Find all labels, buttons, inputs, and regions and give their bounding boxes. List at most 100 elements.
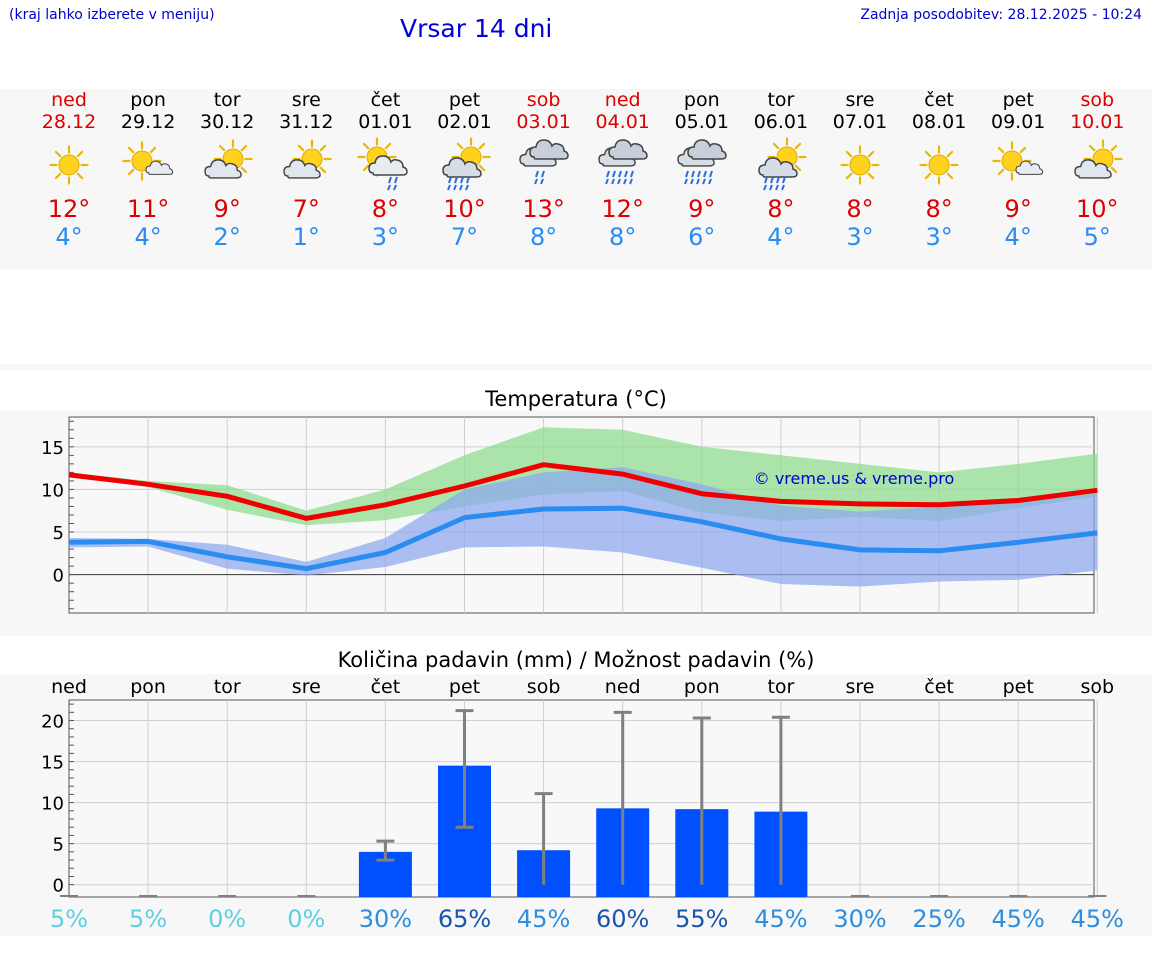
y-tick-label: 20 <box>41 712 64 733</box>
temp-max: 8° <box>371 195 400 223</box>
precip-day-label: sob <box>527 676 561 698</box>
precip-day-label: sre <box>846 676 875 698</box>
day-column: sob 10.01 10° 5° <box>1057 89 1137 251</box>
day-date: 05.01 <box>674 111 729 133</box>
temp-min: 6° <box>688 223 716 251</box>
day-column: sre 31.12 7° 1° <box>266 89 346 251</box>
day-column: sob 03.01 13° 8° <box>504 89 584 251</box>
temp-min: 8° <box>609 223 637 251</box>
temp-max: 8° <box>846 195 874 223</box>
precip-day-label: pon <box>130 676 166 698</box>
precip-day-label: ned <box>51 676 87 698</box>
forecast-panel-bg <box>0 89 1152 270</box>
temperature-chart: 0 5 10 15 © vreme.us & vreme.pro <box>41 416 1098 614</box>
temp-min: 4° <box>134 223 162 251</box>
sun-icon <box>49 145 89 185</box>
temp-min: 8° <box>529 223 558 251</box>
day-date: 28.12 <box>41 111 97 133</box>
day-name: ned <box>604 89 641 111</box>
day-column: ned 04.01 12° 8° <box>583 89 663 251</box>
day-date: 09.01 <box>990 111 1046 133</box>
max-temp-line <box>68 462 1098 521</box>
temp-max: 8° <box>925 195 953 223</box>
day-date: 29.12 <box>120 111 176 133</box>
day-column: tor 30.12 9° 2° <box>187 89 267 251</box>
daily-forecast: ned 28.12 12° 4° pon 29.12 11° 4° tor 30.12 9° 2° sr… <box>0 89 1152 269</box>
precip-day-label: sre <box>292 676 321 698</box>
day-date: 07.01 <box>832 111 888 133</box>
temp-min: 3° <box>846 223 874 251</box>
day-column: pet 02.01 10° 7° <box>425 89 505 251</box>
precip-probability: 45% <box>754 905 807 933</box>
precip-day-label: ned <box>605 676 641 698</box>
precip-day-label: pet <box>1003 676 1034 698</box>
y-tick-label: 5 <box>53 523 64 544</box>
partly-cloudy-icon <box>283 139 332 179</box>
day-date: 31.12 <box>279 111 334 133</box>
cloud-light-rain-icon <box>518 139 569 185</box>
watermark: © vreme.us & vreme.pro <box>754 469 955 488</box>
location-menu-hint[interactable]: (kraj lahko izberete v meniju) <box>9 7 215 23</box>
temp-min: 1° <box>292 223 320 251</box>
day-name: sre <box>845 89 875 111</box>
precip-day-label: pon <box>684 676 720 698</box>
day-name: pet <box>448 89 481 111</box>
temp-max: 9° <box>1004 195 1032 223</box>
precip-probability: 45% <box>992 905 1045 933</box>
page-title: Vrsar 14 dni <box>400 14 553 43</box>
day-column: pon 05.01 9° 6° <box>662 89 742 251</box>
precip-probability: 60% <box>596 905 649 933</box>
temp-max: 10° <box>443 195 486 223</box>
day-date: 08.01 <box>911 111 967 133</box>
y-tick-label: 15 <box>41 753 64 774</box>
temp-max: 12° <box>601 195 644 223</box>
day-column: pon 29.12 11° 4° <box>108 89 188 251</box>
y-tick-label: 5 <box>53 835 64 856</box>
precip-day-label: čet <box>924 676 954 698</box>
precip-probability: 25% <box>912 905 965 933</box>
day-column: sre 07.01 8° 3° <box>820 89 900 251</box>
temp-max: 7° <box>292 195 320 223</box>
day-date: 02.01 <box>437 111 492 133</box>
temp-min: 3° <box>925 223 953 251</box>
temp-max: 12° <box>47 195 91 223</box>
temp-max: 9° <box>688 195 716 223</box>
precip-probability: 55% <box>675 905 728 933</box>
day-name: sob <box>526 89 561 111</box>
precip-probability: 0% <box>208 905 246 933</box>
temp-min: 3° <box>371 223 400 251</box>
temp-min: 2° <box>213 223 241 251</box>
precip-day-label: sob <box>1081 676 1115 698</box>
precip-probability: 5% <box>50 905 88 933</box>
temperature-chart-title: Temperatura (°C) <box>485 387 667 411</box>
precipitation-plot-area <box>68 699 1095 898</box>
cloud-rain-icon <box>597 139 648 185</box>
precipitation-chart-title: Količina padavin (mm) / Možnost padavin … <box>337 648 815 672</box>
temp-max: 9° <box>213 195 241 223</box>
temp-max: 8° <box>767 195 795 223</box>
day-column: čet 08.01 8° 3° <box>899 89 979 251</box>
day-name: sob <box>1080 89 1115 111</box>
y-tick-label: 0 <box>53 566 64 587</box>
last-update: Zadnja posodobitev: 28.12.2025 - 10:24 <box>860 7 1142 23</box>
day-date: 06.01 <box>753 111 809 133</box>
y-tick-label: 0 <box>53 876 64 897</box>
day-name: tor <box>767 89 795 111</box>
day-name: pet <box>1002 89 1034 111</box>
day-column: tor 06.01 8° 4° <box>741 89 821 251</box>
precip-probability: 30% <box>359 905 412 933</box>
day-column: pet 09.01 9° 4° <box>978 89 1058 251</box>
day-name: čet <box>924 89 954 111</box>
sun-icon <box>919 145 959 185</box>
day-date: 03.01 <box>516 111 571 133</box>
temp-min: 4° <box>1004 223 1032 251</box>
day-name: tor <box>213 89 241 111</box>
day-name: pon <box>683 89 720 111</box>
day-date: 30.12 <box>199 111 255 133</box>
day-name: ned <box>51 89 87 111</box>
day-name: čet <box>370 89 401 111</box>
temp-min: 5° <box>1083 223 1111 251</box>
precip-probability: 0% <box>287 905 325 933</box>
precip-probability: 5% <box>129 905 167 933</box>
precip-probability: 65% <box>438 905 491 933</box>
